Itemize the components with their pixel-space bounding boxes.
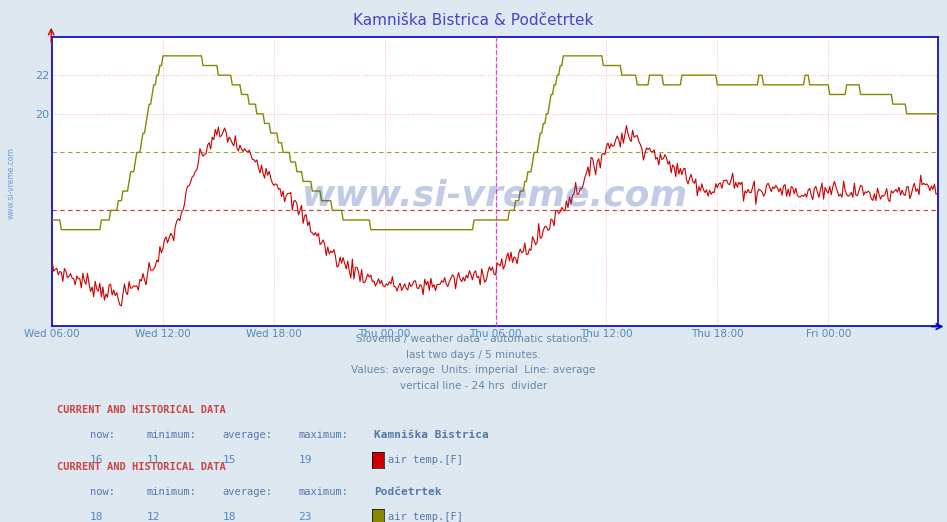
Text: 16: 16 (90, 455, 103, 465)
Text: now:: now: (90, 487, 115, 497)
Text: CURRENT AND HISTORICAL DATA: CURRENT AND HISTORICAL DATA (57, 405, 225, 414)
Text: 12: 12 (147, 512, 160, 522)
Text: Kamniška Bistrica & Podčetrtek: Kamniška Bistrica & Podčetrtek (353, 13, 594, 28)
Text: www.si-vreme.com: www.si-vreme.com (302, 179, 688, 213)
Text: 15: 15 (223, 455, 236, 465)
Text: Values: average  Units: imperial  Line: average: Values: average Units: imperial Line: av… (351, 365, 596, 375)
Text: www.si-vreme.com: www.si-vreme.com (7, 147, 16, 219)
Text: average:: average: (223, 487, 273, 497)
Text: air temp.[F]: air temp.[F] (388, 512, 463, 522)
Text: 11: 11 (147, 455, 160, 465)
Text: now:: now: (90, 430, 115, 440)
Text: average:: average: (223, 430, 273, 440)
Text: 18: 18 (90, 512, 103, 522)
Text: 18: 18 (223, 512, 236, 522)
Text: Kamniška Bistrica: Kamniška Bistrica (374, 430, 489, 440)
Text: last two days / 5 minutes.: last two days / 5 minutes. (406, 350, 541, 360)
Text: 19: 19 (298, 455, 312, 465)
Text: Slovenia / weather data - automatic stations.: Slovenia / weather data - automatic stat… (356, 334, 591, 344)
Text: maximum:: maximum: (298, 430, 348, 440)
Text: minimum:: minimum: (147, 487, 197, 497)
Text: air temp.[F]: air temp.[F] (388, 455, 463, 465)
Text: minimum:: minimum: (147, 430, 197, 440)
Text: vertical line - 24 hrs  divider: vertical line - 24 hrs divider (400, 381, 547, 391)
Text: CURRENT AND HISTORICAL DATA: CURRENT AND HISTORICAL DATA (57, 462, 225, 472)
Text: maximum:: maximum: (298, 487, 348, 497)
Text: 23: 23 (298, 512, 312, 522)
Text: Podčetrtek: Podčetrtek (374, 487, 441, 497)
